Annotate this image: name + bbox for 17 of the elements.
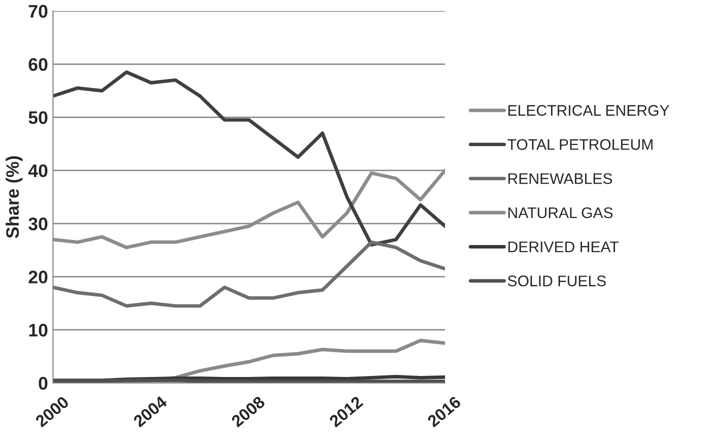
y-tick-label: 0 [38,376,48,390]
legend-label: RENEWABLES [508,173,612,184]
line-series [53,70,445,247]
y-tick-label: 70 [28,4,48,18]
y-tick-label: 30 [28,218,48,230]
line-series [53,240,445,308]
legend-label: DERIVED HEAT [508,242,619,252]
y-tick-label: 10 [29,324,48,337]
y-tick-label: 50 [28,111,48,124]
legend-label: TOTAL PETROLEUM [508,139,653,150]
y-tick-label: 60 [28,58,48,71]
y-axis-title: Share (%) [6,156,22,238]
y-tick-label: 40 [28,164,48,178]
legend-label: SOLID FUELS [508,276,606,286]
y-tick-label: 20 [28,270,48,284]
legend-label: ELECTRICAL ENERGY [508,105,670,116]
legend-label: NATURAL GAS [508,207,613,218]
